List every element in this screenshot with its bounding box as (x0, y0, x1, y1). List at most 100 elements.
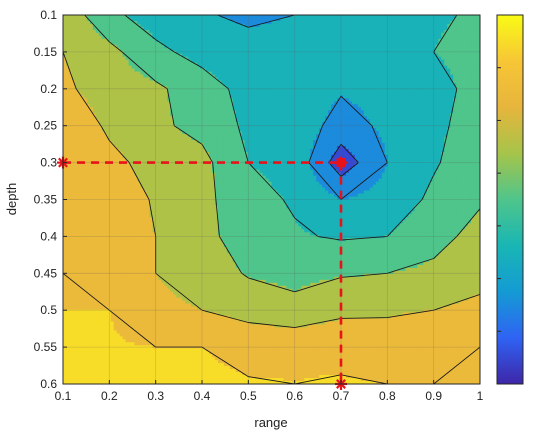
contour-cell (232, 23, 237, 28)
contour-cell (164, 35, 168, 40)
contour-cell (447, 38, 451, 43)
contour-cell (226, 23, 231, 28)
contour-cell (191, 53, 195, 58)
contour-cell (182, 38, 186, 43)
contour-cell (307, 44, 311, 49)
contour-cell (417, 15, 422, 19)
contour-cell (450, 47, 454, 52)
contour-cell (271, 44, 276, 49)
contour-cell (137, 26, 142, 31)
contour-cell (393, 20, 398, 25)
contour-cell (86, 26, 91, 31)
contour-cell (420, 29, 425, 34)
contour-cell (122, 29, 127, 34)
contour-cell (95, 15, 100, 19)
contour-cell (238, 29, 243, 34)
contour-cell (83, 32, 88, 37)
contour-cell (334, 23, 338, 28)
contour-cell (244, 26, 249, 31)
contour-cell (191, 50, 195, 55)
contour-cell (104, 26, 109, 31)
contour-cell (146, 26, 150, 31)
contour-cell (402, 44, 407, 49)
contour-cell (459, 23, 463, 28)
contour-cell (340, 56, 344, 61)
contour-cell (140, 32, 145, 37)
contour-cell (357, 53, 362, 58)
contour-cell (250, 26, 255, 31)
contour-cell (164, 32, 168, 37)
contour-cell (101, 15, 106, 19)
contour-cell (119, 53, 124, 58)
contour-cell (477, 29, 480, 34)
contour-cell (143, 56, 147, 61)
contour-cell (304, 38, 308, 43)
contour-cell (131, 32, 136, 37)
contour-cell (357, 38, 362, 43)
contour-cell (161, 44, 165, 49)
contour-cell (152, 32, 156, 37)
contour-cell (131, 29, 136, 34)
contour-cell (176, 23, 180, 28)
contour-cell (143, 44, 147, 49)
contour-cell (304, 53, 308, 58)
contour-cell (387, 47, 392, 52)
contour-cell (459, 41, 463, 46)
contour-cell (140, 41, 145, 46)
contour-cell (119, 41, 124, 46)
contour-cell (83, 53, 88, 58)
contour-cell (313, 56, 317, 61)
contour-cell (116, 20, 121, 25)
contour-cell (354, 23, 359, 28)
contour-cell (170, 50, 174, 55)
contour-cell (63, 56, 67, 61)
contour-cell (280, 17, 285, 22)
contour-cell (134, 32, 139, 37)
contour-cell (390, 17, 395, 22)
contour-cell (393, 41, 398, 46)
contour-cell (420, 35, 425, 40)
contour-cell (146, 41, 150, 46)
contour-cell (447, 50, 451, 55)
contour-cell (119, 44, 124, 49)
contour-cell (375, 47, 380, 52)
contour-cell (137, 56, 142, 61)
contour-cell (77, 47, 82, 52)
contour-cell (232, 53, 237, 58)
contour-cell (393, 15, 398, 19)
contour-cell (420, 47, 425, 52)
contour-cell (340, 38, 344, 43)
contour-cell (265, 32, 270, 37)
contour-cell (414, 47, 419, 52)
contour-cell (313, 44, 317, 49)
contour-cell (429, 15, 433, 19)
contour-cell (351, 32, 356, 37)
contour-cell (340, 20, 344, 25)
contour-cell (122, 38, 127, 43)
contour-cell (354, 47, 359, 52)
contour-cell (363, 53, 368, 58)
contour-cell (74, 26, 79, 31)
contour-cell (453, 20, 457, 25)
contour-cell (322, 29, 326, 34)
contour-cell (453, 50, 457, 55)
contour-cell (155, 17, 159, 22)
contour-cell (173, 15, 177, 19)
contour-cell (92, 44, 97, 49)
contour-cell (381, 53, 386, 58)
contour-cell (402, 50, 407, 55)
contour-cell (459, 44, 463, 49)
contour-cell (393, 29, 398, 34)
contour-cell (185, 53, 189, 58)
contour-cell (167, 20, 171, 25)
contour-cell (468, 50, 472, 55)
contour-cell (200, 20, 204, 25)
contour-cell (208, 53, 213, 58)
contour-cell (459, 50, 463, 55)
contour-cell (435, 17, 439, 22)
contour-cell (390, 41, 395, 46)
contour-cell (429, 53, 433, 58)
contour-cell (83, 38, 88, 43)
contour-cell (441, 53, 445, 58)
contour-cell (131, 17, 136, 22)
